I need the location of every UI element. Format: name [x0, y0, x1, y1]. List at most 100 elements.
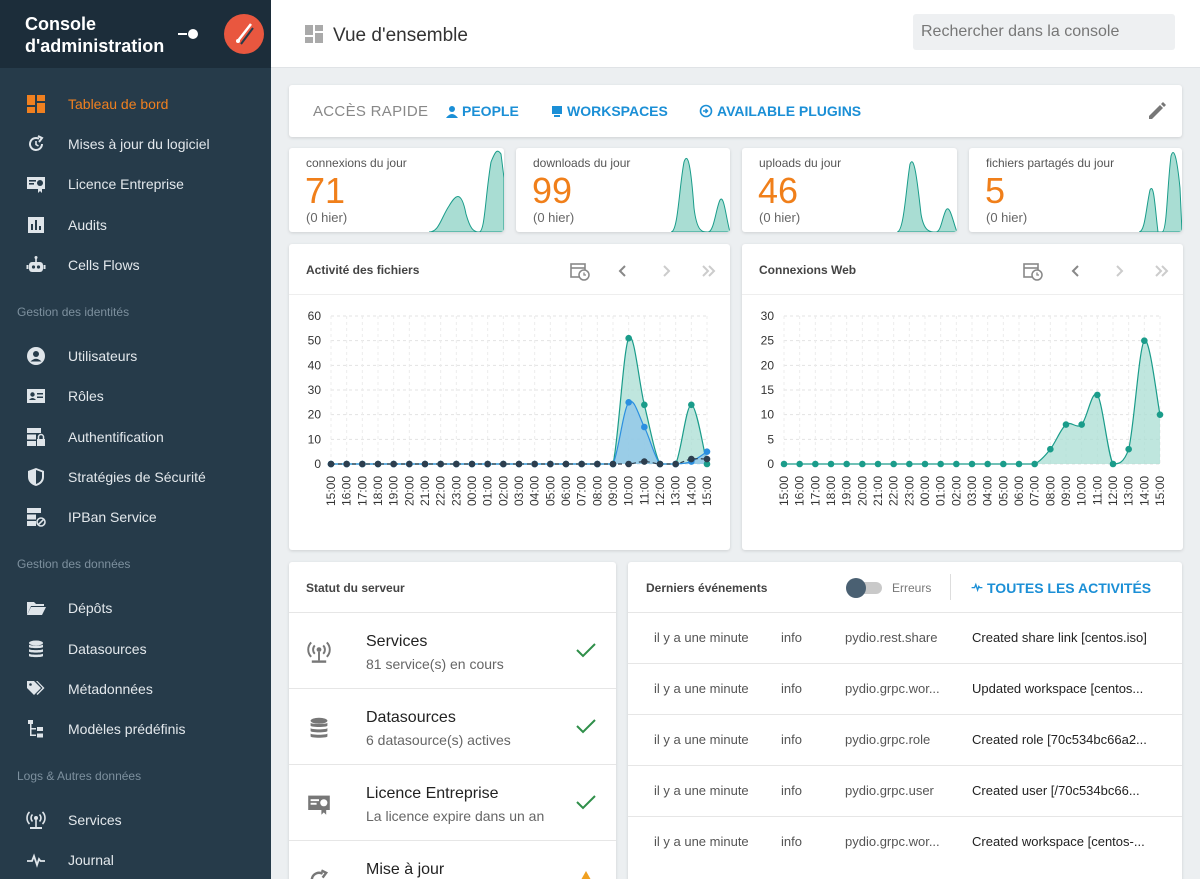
chevron-left-icon[interactable]	[615, 261, 631, 281]
sidebar-item-label: Modèles prédéfinis	[68, 721, 186, 737]
sidebar-item-authentication[interactable]: Authentification	[0, 417, 271, 457]
sidebar-item-journal[interactable]: Journal	[0, 840, 271, 879]
people-link[interactable]: PEOPLE	[446, 103, 519, 119]
data-point	[625, 399, 632, 406]
y-tick-label: 20	[761, 358, 775, 372]
chevron-left-icon[interactable]	[1068, 261, 1084, 281]
event-row[interactable]: il y a une minute info pydio.grpc.role Crea…	[628, 714, 1182, 765]
x-tick-label: 00:00	[918, 476, 932, 506]
event-row[interactable]: il y a une minute info pydio.grpc.user Crea…	[628, 765, 1182, 816]
x-tick-label: 11:00	[637, 476, 651, 505]
y-tick-label: 5	[767, 432, 774, 446]
status-row-services[interactable]: Services 81 service(s) en cours	[289, 612, 616, 688]
sidebar-header: Console d'administration	[0, 0, 271, 68]
sidebar-item-metadata[interactable]: Métadonnées	[0, 669, 271, 709]
y-tick-label: 40	[308, 358, 322, 372]
user-circle-icon	[27, 347, 45, 365]
stat-value: 46	[758, 170, 799, 211]
status-row-datasources[interactable]: Datasources 6 datasource(s) actives	[289, 688, 616, 764]
stat-label: fichiers partagés du jour	[986, 156, 1115, 170]
update-icon	[29, 135, 44, 151]
license-icon	[27, 177, 45, 193]
data-point	[656, 460, 664, 468]
pencil-icon[interactable]	[1146, 100, 1168, 122]
event-row[interactable]: il y a une minute info pydio.grpc.wor... Cr…	[628, 816, 1182, 867]
data-point	[688, 455, 695, 463]
stat-previous: (0 hier)	[533, 210, 575, 225]
workspaces-link[interactable]: WORKSPACES	[551, 103, 668, 119]
status-subtitle: 6 datasource(s) actives	[366, 732, 511, 748]
all-activities-button[interactable]: TOUTES LES ACTIVITÉS	[970, 580, 1151, 596]
sidebar-item-updates[interactable]: Mises à jour du logiciel	[0, 124, 271, 164]
status-title: Licence Entreprise	[366, 785, 499, 802]
page-title: Vue d'ensemble	[333, 25, 468, 46]
sidebar-item-users[interactable]: Utilisateurs	[0, 336, 271, 376]
status-row-update[interactable]: Mise à jour	[289, 840, 616, 879]
sidebar-item-cells-flows[interactable]: Cells Flows	[0, 245, 271, 285]
x-tick-label: 21:00	[418, 476, 432, 506]
web-connections-card: Connexions Web 0 5 10 15 20 25 30 15:00 16:00 17:…	[742, 244, 1183, 550]
workspaces-link-label: WORKSPACES	[567, 103, 668, 119]
check-icon	[576, 719, 596, 734]
double-chevron-right-icon[interactable]	[1153, 261, 1169, 281]
broadcast-icon	[26, 811, 46, 829]
monitor-icon	[552, 106, 562, 117]
chevron-right-icon[interactable]	[658, 261, 674, 281]
event-row[interactable]: il y a une minute info pydio.grpc.wor... Up…	[628, 663, 1182, 714]
event-message: Created user [/70c534bc66...	[972, 783, 1140, 798]
x-tick-label: 06:00	[1012, 476, 1026, 506]
data-point	[390, 460, 397, 468]
sidebar-item-services[interactable]: Services	[0, 800, 271, 840]
x-tick-label: 00:00	[465, 476, 479, 506]
chevron-right-icon[interactable]	[1111, 261, 1127, 281]
data-point	[641, 458, 648, 465]
event-time: il y a une minute	[654, 630, 749, 645]
y-tick-label: 30	[308, 383, 322, 397]
sidebar-item-audits[interactable]: Audits	[0, 205, 271, 245]
x-tick-label: 04:00	[528, 476, 542, 506]
data-point	[327, 460, 335, 468]
stat-card-downloads: downloads du jour 99 (0 hier)	[516, 148, 730, 232]
event-service: pydio.grpc.wor...	[845, 681, 940, 696]
status-row-license[interactable]: Licence Entreprise La licence expire dan…	[289, 764, 616, 840]
data-point	[421, 460, 429, 468]
event-message: Created share link [centos.iso]	[972, 630, 1147, 645]
data-point	[703, 460, 711, 468]
plugin-icon	[699, 104, 713, 118]
sidebar-item-templates[interactable]: Modèles prédéfinis	[0, 709, 271, 749]
event-level: info	[781, 783, 802, 798]
update-icon	[310, 869, 329, 879]
stat-value: 71	[305, 170, 346, 211]
event-row[interactable]: il y a une minute info pydio.rest.share Cre…	[628, 612, 1182, 663]
errors-toggle[interactable]	[844, 577, 886, 599]
sidebar-item-license[interactable]: Licence Entreprise	[0, 164, 271, 204]
sidebar-item-roles[interactable]: Rôles	[0, 376, 271, 416]
available-plugins-link[interactable]: AVAILABLE PLUGINS	[699, 103, 861, 119]
calendar-clock-icon[interactable]	[1022, 261, 1044, 281]
data-point	[688, 401, 695, 409]
sidebar-item-repositories[interactable]: Dépôts	[0, 588, 271, 628]
data-point	[594, 460, 601, 468]
data-point	[780, 460, 788, 468]
double-chevron-right-icon[interactable]	[700, 261, 716, 281]
x-tick-label: 22:00	[887, 476, 901, 506]
search-input[interactable]	[913, 14, 1175, 50]
sidebar-item-security-policies[interactable]: Stratégies de Sécurité	[0, 457, 271, 497]
sidebar-item-datasources[interactable]: Datasources	[0, 629, 271, 669]
sidebar-item-dashboard[interactable]: Tableau de bord	[0, 84, 271, 124]
data-point	[1078, 421, 1085, 428]
sidebar-item-ipban[interactable]: IPBan Service	[0, 497, 271, 537]
data-point	[641, 401, 648, 409]
collapse-toggle-icon[interactable]	[178, 28, 200, 40]
database-icon	[310, 717, 328, 738]
event-time: il y a une minute	[654, 681, 749, 696]
calendar-clock-icon[interactable]	[569, 261, 591, 281]
data-point	[500, 460, 507, 468]
person-icon	[446, 106, 458, 118]
sidebar-item-label: Rôles	[68, 388, 104, 404]
data-point	[437, 460, 444, 468]
dashboard-icon	[305, 25, 323, 43]
events-title: Derniers événements	[646, 581, 768, 595]
x-tick-label: 02:00	[496, 476, 510, 506]
